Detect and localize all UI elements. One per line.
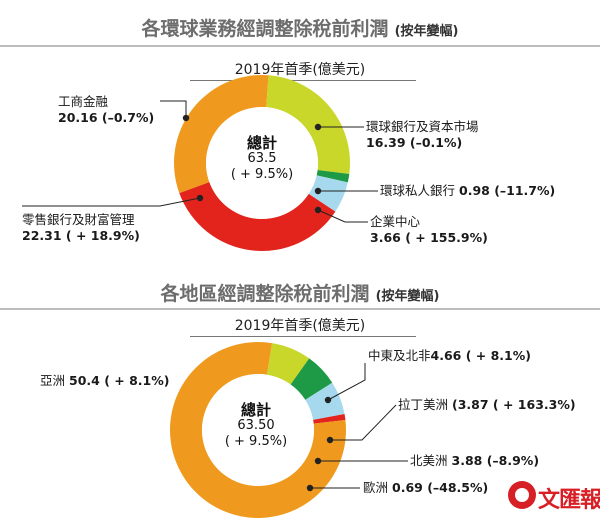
- chart2-slice-mena: [266, 343, 310, 385]
- chart2-label-asia-name: 亞洲: [40, 373, 66, 388]
- chart2-title-text: 各地區經調整除稅前利潤: [160, 283, 370, 305]
- chart1-label-gcb: 工商金融 20.16 (–0.7%): [58, 94, 154, 126]
- chart2-subtitle-rule: [190, 336, 416, 337]
- chart2-label-mena: 中東及北非4.66 ( + 8.1%): [368, 348, 531, 364]
- chart2-label-mena-value: 4.66 ( + 8.1%): [430, 348, 531, 363]
- chart2-title-note: (按年變幅): [375, 289, 440, 304]
- chart2-label-latam: 拉丁美洲 (3.87 ( + 163.3%): [398, 397, 576, 413]
- chart2-leader-dot-eu: [306, 484, 314, 492]
- chart2-label-na: 北美洲 3.88 (–8.9%): [410, 453, 539, 469]
- chart2-slice-asia: [170, 341, 347, 518]
- chart1-hole: [206, 107, 318, 219]
- chart2-leader-dot-latam: [326, 436, 334, 444]
- chart1-donut: [22, 75, 378, 251]
- chart1-slice-gpb: [316, 170, 350, 183]
- chart1-slice-gcb: [173, 75, 269, 194]
- chart2-leader-latam: [330, 404, 397, 441]
- chart2-leader-dot-mena: [324, 396, 332, 404]
- chart2-leader-mena: [327, 363, 366, 401]
- wenweipo-logo-icon: [508, 481, 536, 509]
- chart1-label-gpb-value: 0.98 (–11.7%): [459, 183, 556, 198]
- chart2-title: 各地區經調整除稅前利潤 (按年變幅): [0, 279, 600, 306]
- chart1-center-label: 總計: [246, 134, 277, 152]
- chart2-label-na-name: 北美洲: [410, 453, 448, 468]
- chart2-label-latam-value: (3.87 ( + 163.3%): [452, 397, 576, 412]
- chart1-label-gbm-value: 16.39 (–0.1%): [366, 135, 463, 150]
- chart1-leader-gcb: [160, 100, 187, 118]
- chart1-label-rbwm: 零售銀行及財富管理 22.31 ( + 18.9%): [22, 212, 140, 244]
- chart2-hole: [202, 374, 314, 486]
- chart1-leader-dot-gcb: [182, 114, 190, 122]
- chart2-label-asia-value: 50.4 ( + 8.1%): [69, 373, 170, 388]
- chart1-label-rbwm-value: 22.31 ( + 18.9%): [22, 228, 140, 243]
- chart1-leader-dot-rbwm: [196, 194, 204, 202]
- chart1-leader-dot-corp: [314, 206, 322, 214]
- chart2-center-value: 63.50: [237, 418, 275, 433]
- chart2-label-eu-name: 歐洲: [363, 480, 389, 495]
- chart1-center-total: 總計 63.5 ( + 9.5%): [210, 135, 314, 183]
- chart1-subtitle: 2019年首季(億美元): [234, 62, 366, 78]
- chart1-label-gcb-name: 工商金融: [58, 94, 109, 109]
- divider-2: [0, 308, 600, 310]
- chart1-label-gpb: 環球私人銀行 0.98 (–11.7%): [380, 183, 555, 199]
- chart1-center-value: 63.5: [247, 151, 277, 166]
- chart1-label-corp: 企業中心 3.66 ( + 155.9%): [370, 214, 488, 246]
- chart2-label-na-value: 3.88 (–8.9%): [451, 453, 540, 468]
- chart2-center-change: ( + 9.5%): [224, 434, 288, 449]
- chart1-center-change: ( + 9.5%): [230, 167, 294, 182]
- chart2-label-eu-value: 0.69 (–48.5%): [392, 480, 489, 495]
- chart1-label-gbm-name: 環球銀行及資本市場: [366, 119, 479, 134]
- chart2-label-mena-name: 中東及北非: [368, 348, 431, 363]
- chart2-label-eu: 歐洲 0.69 (–48.5%): [363, 480, 488, 496]
- chart1-label-gcb-value: 20.16 (–0.7%): [58, 110, 155, 125]
- chart1-label-gpb-name: 環球私人銀行: [380, 183, 456, 198]
- chart2-center-label: 總計: [240, 401, 271, 419]
- chart1-slice-gbm: [266, 75, 350, 175]
- chart1-label-corp-value: 3.66 ( + 155.9%): [370, 230, 488, 245]
- chart2-slice-eu: [313, 413, 346, 424]
- chart2-subtitle: 2019年首季(億美元): [234, 318, 366, 334]
- chart1-leader-corp: [317, 209, 368, 223]
- wenweipo-logo-text: 文匯報: [538, 487, 600, 513]
- chart2-label-asia: 亞洲 50.4 ( + 8.1%): [40, 373, 169, 389]
- chart1-leader-rbwm: [22, 197, 201, 207]
- chart2-label-latam-name: 拉丁美洲: [398, 397, 449, 412]
- wenweipo-logo: 文匯報: [508, 478, 600, 514]
- chart1-title-note: (按年變幅): [394, 24, 459, 39]
- chart1-label-gbm: 環球銀行及資本市場 16.39 (–0.1%): [366, 119, 479, 151]
- chart1-subtitle-rule: [190, 80, 416, 81]
- chart1-label-corp-name: 企業中心: [370, 214, 421, 229]
- chart1-title: 各環球業務經調整除稅前利潤 (按年變幅): [0, 14, 600, 41]
- chart1-title-text: 各環球業務經調整除稅前利潤: [141, 18, 389, 40]
- chart1-leader-dot-gbm: [314, 123, 322, 131]
- chart2-leader-dot-na: [314, 457, 322, 465]
- chart2-center-total: 總計 63.50 ( + 9.5%): [204, 402, 308, 450]
- chart1-label-rbwm-name: 零售銀行及財富管理: [22, 212, 135, 227]
- chart1-slice-corp: [308, 175, 348, 212]
- chart2-slice-na: [305, 382, 345, 420]
- divider-1: [0, 45, 600, 47]
- chart1-slice-rbwm: [179, 182, 336, 251]
- chart1-leader-dot-gpb: [314, 187, 322, 195]
- chart2-slice-latam: [290, 358, 333, 400]
